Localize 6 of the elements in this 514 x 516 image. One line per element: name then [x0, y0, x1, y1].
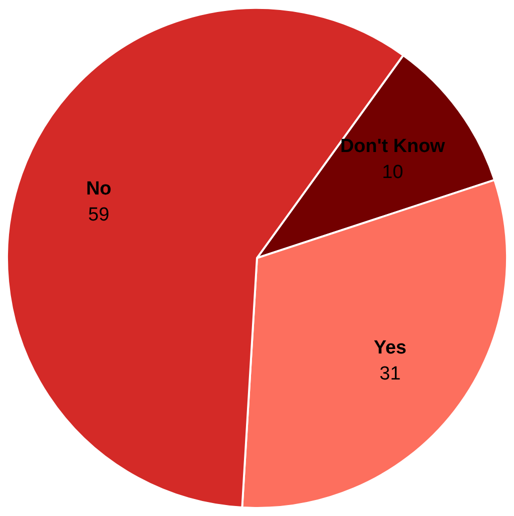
data-label: 59 [88, 204, 110, 226]
slice-label: Don't Know [340, 136, 446, 157]
data-label: 31 [380, 364, 401, 385]
slice-label: No [86, 178, 112, 200]
slice-label: Yes [374, 338, 406, 359]
data-label: 10 [382, 162, 404, 183]
